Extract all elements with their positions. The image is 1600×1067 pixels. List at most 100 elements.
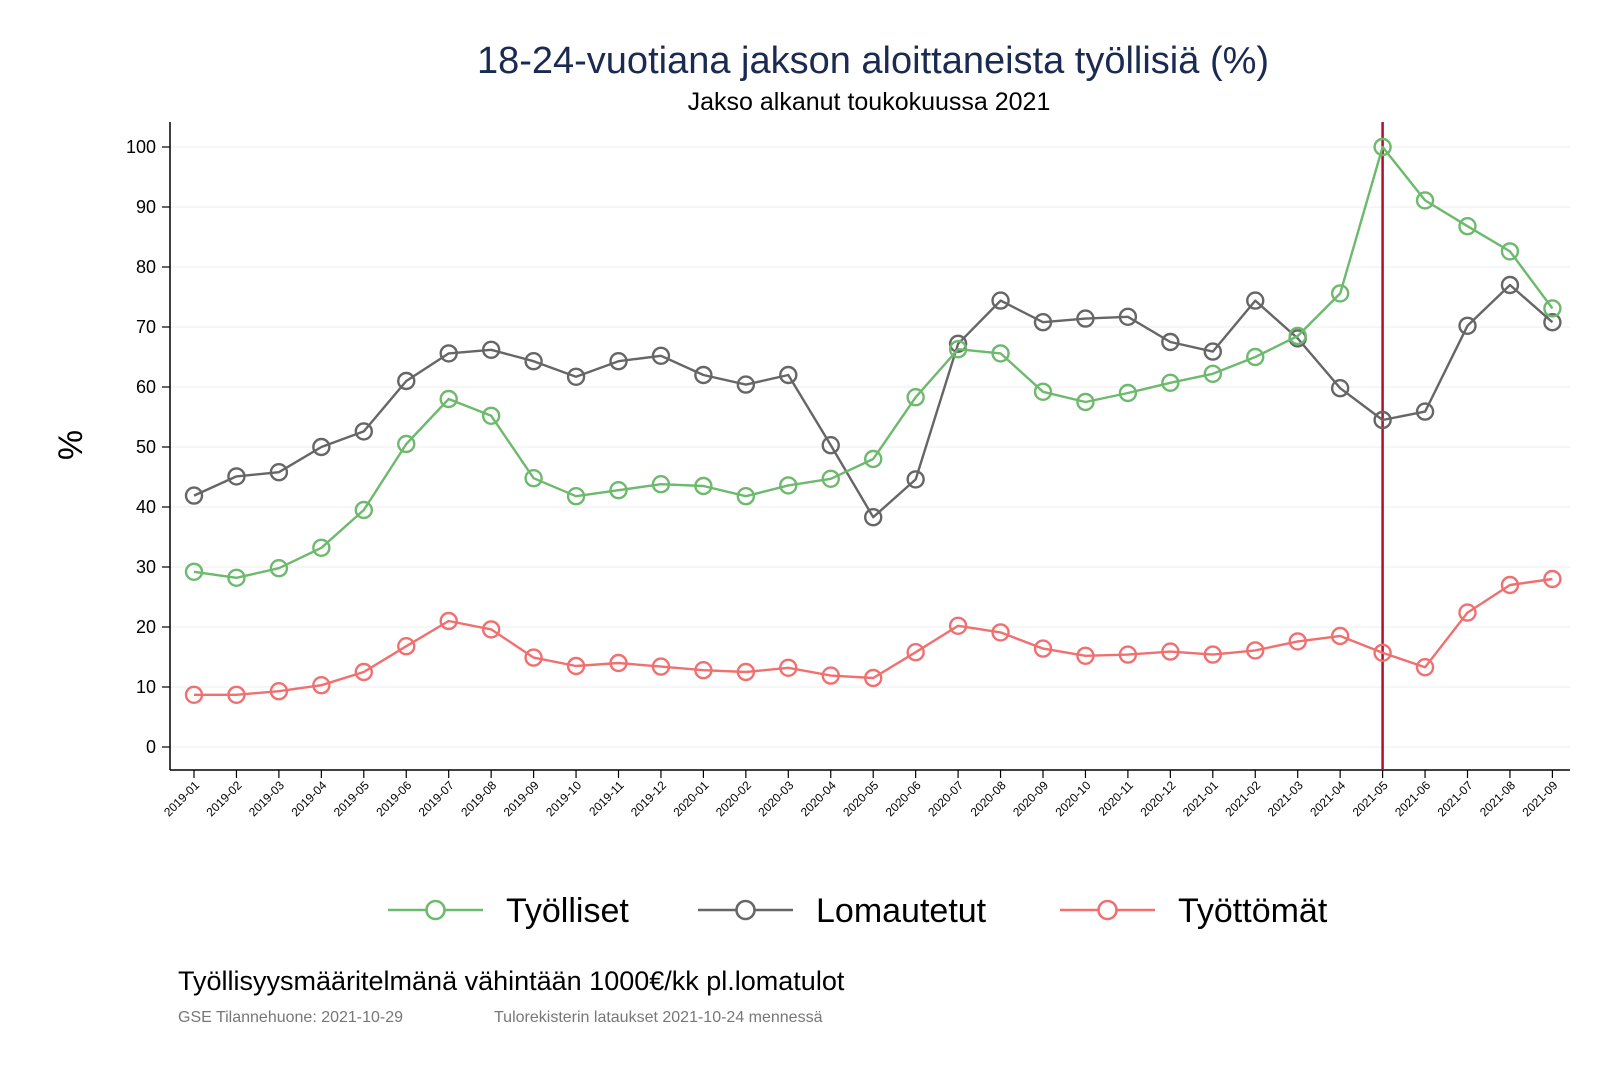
series-1-point-2021-02: [1246, 291, 1265, 310]
series-2-point-2019-12: [651, 657, 671, 676]
series-2-point-2019-05: [354, 662, 373, 682]
series-1-point-2020-06: [906, 470, 925, 489]
series-2-point-2021-02: [1246, 641, 1265, 660]
series-0-point-2019-12: [651, 475, 671, 494]
footer-source-left: GSE Tilannehuone: 2021-10-29: [178, 1009, 403, 1026]
series-0-point-2019-06: [397, 434, 416, 454]
series-0-point-2019-11: [609, 481, 628, 500]
series-0: [184, 137, 1562, 587]
series-1-point-2019-03: [269, 463, 289, 482]
series-0-point-2019-05: [354, 500, 373, 520]
series-0-point-2021-07: [1458, 216, 1477, 236]
series-2-point-2019-07: [439, 611, 458, 631]
series-1-point-2021-05: [1373, 410, 1392, 430]
x-tick-label-2019-04: 2019-04: [288, 778, 329, 819]
series-0-point-2020-02: [736, 487, 756, 506]
chart-subtitle: Jakso alkanut toukokuussa 2021: [688, 88, 1051, 116]
series-2-point-2019-03: [269, 682, 289, 701]
series-1-point-2020-09: [1033, 313, 1053, 332]
series-2-point-2021-03: [1288, 632, 1307, 651]
series-0-point-2020-05: [864, 449, 883, 469]
x-tick-label-2020-04: 2020-04: [798, 778, 839, 819]
x-tick-label-2019-11: 2019-11: [586, 778, 627, 819]
series-1-point-2019-06: [397, 371, 416, 391]
series-1-point-2020-05: [864, 508, 883, 527]
x-tick-label-2021-04: 2021-04: [1307, 778, 1348, 819]
legend-label-0: Työlliset: [506, 892, 629, 930]
y-tick-label-60: 60: [136, 377, 156, 397]
y-tick-label-20: 20: [136, 617, 156, 637]
series-0-point-2021-02: [1246, 347, 1265, 367]
y-tick-label-0: 0: [146, 737, 156, 757]
x-tick-label-2019-05: 2019-05: [331, 778, 372, 819]
x-tick-label-2020-02: 2020-02: [713, 778, 754, 819]
series-2-point-2020-09: [1033, 639, 1053, 658]
series-0-point-2020-12: [1161, 373, 1180, 392]
y-tick-label-80: 80: [136, 257, 156, 277]
series-1-point-2019-01: [184, 486, 204, 505]
series-1-point-2020-11: [1118, 307, 1138, 326]
series-2-point-2019-04: [312, 676, 331, 695]
series-2-point-2021-05: [1373, 643, 1392, 662]
series-1-point-2021-01: [1203, 342, 1223, 361]
series-group: [184, 137, 1562, 704]
series-2-point-2020-07: [948, 616, 968, 635]
series-2-point-2020-06: [906, 643, 925, 662]
series-1: [184, 275, 1562, 527]
series-2-point-2019-06: [397, 637, 416, 656]
series-1-point-2019-02: [227, 467, 246, 486]
series-2: [184, 569, 1562, 704]
series-0-point-2020-07: [948, 340, 968, 359]
x-tick-label-2020-05: 2020-05: [840, 778, 881, 819]
x-tick-label-2020-08: 2020-08: [968, 778, 1009, 819]
series-1-point-2020-04: [821, 436, 840, 455]
y-tick-label-10: 10: [136, 677, 156, 697]
series-0-point-2019-09: [524, 469, 543, 488]
chart-title: 18-24-vuotiana jakson aloittaneista työl…: [477, 40, 1269, 82]
series-1-point-2020-01: [694, 365, 713, 385]
y-tick-label-70: 70: [136, 317, 156, 337]
series-1-point-2019-12: [651, 346, 671, 365]
x-tick-label-2021-01: 2021-01: [1180, 778, 1221, 819]
series-1-point-2021-04: [1330, 379, 1350, 398]
series-0-point-2019-01: [184, 562, 204, 581]
series-0-point-2021-04: [1330, 284, 1350, 303]
series-1-point-2020-10: [1076, 309, 1095, 328]
series-1-point-2019-05: [354, 422, 373, 441]
x-tick-label-2021-08: 2021-08: [1477, 778, 1518, 819]
legend-label-2: Työttömät: [1178, 892, 1328, 930]
y-tick-label-90: 90: [136, 197, 156, 217]
series-2-point-2021-08: [1500, 575, 1520, 595]
series-2-point-2020-01: [694, 661, 713, 680]
series-1-point-2020-08: [991, 291, 1010, 310]
x-tick-label-2020-11: 2020-11: [1096, 778, 1137, 819]
x-tick-label-2021-02: 2021-02: [1222, 778, 1263, 819]
y-ticks: 0 10 20 30 40 50 60 70 80 90 100: [126, 137, 170, 757]
x-tick-label-2021-07: 2021-07: [1435, 778, 1476, 819]
x-ticks: 2019-01 2019-02 2019-03 2019-04 2019-05 2019-…: [161, 770, 1561, 819]
series-0-point-2021-03: [1288, 326, 1307, 346]
x-tick-label-2020-07: 2020-07: [925, 778, 966, 819]
series-2-point-2019-09: [524, 648, 543, 667]
series-0-point-2020-11: [1118, 383, 1138, 403]
series-1-point-2021-06: [1415, 402, 1435, 421]
series-1-point-2021-08: [1500, 275, 1520, 295]
series-0-point-2020-06: [906, 388, 925, 407]
series-1-point-2020-03: [779, 365, 798, 385]
series-2-point-2019-08: [481, 620, 501, 639]
series-0-point-2021-05: [1373, 137, 1392, 157]
series-2-point-2020-02: [736, 662, 756, 682]
series-0-point-2019-02: [227, 568, 246, 587]
y-tick-label-100: 100: [126, 137, 156, 157]
series-1-point-2020-02: [736, 375, 756, 394]
series-1-point-2019-08: [481, 340, 501, 359]
x-tick-label-2020-12: 2020-12: [1137, 778, 1178, 819]
gridlines: [170, 146, 1570, 748]
footer-note: Työllisyysmääritelmänä vähintään 1000€/k…: [178, 966, 845, 996]
series-1-point-2019-04: [312, 437, 331, 457]
series-1-point-2020-12: [1161, 332, 1180, 352]
x-tick-label-2019-07: 2019-07: [416, 778, 457, 819]
series-0-point-2020-09: [1033, 382, 1053, 401]
series-2-point-2020-04: [821, 666, 840, 685]
x-tick-label-2019-10: 2019-10: [543, 778, 584, 819]
